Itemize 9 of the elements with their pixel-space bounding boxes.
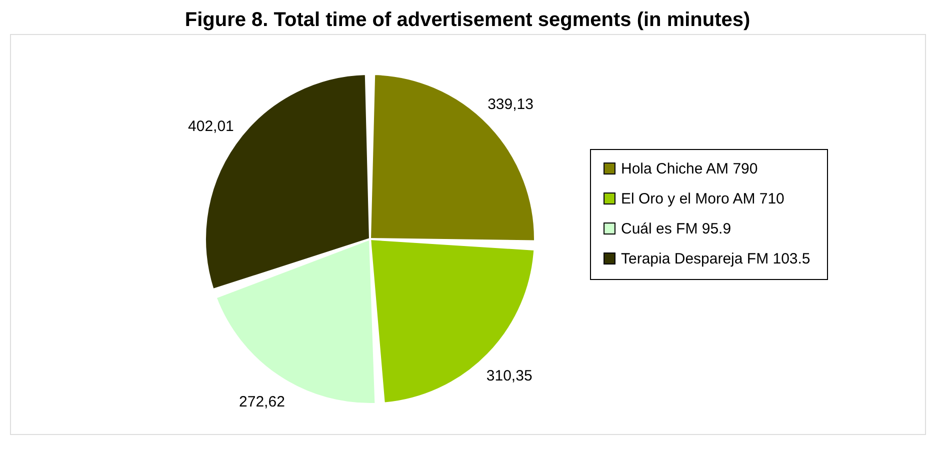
legend-label: El Oro y el Moro AM 710: [621, 190, 784, 208]
legend-label: Cuál es FM 95.9: [621, 220, 732, 238]
data-label: 272,62: [239, 393, 285, 410]
legend-label: Terapia Despareja FM 103.5: [621, 250, 810, 268]
data-label: 310,35: [486, 367, 532, 384]
data-label: 339,13: [488, 96, 534, 113]
legend-label: Hola Chiche AM 790: [621, 160, 758, 178]
data-label: 402,01: [188, 118, 234, 136]
chart-title: Figure 8. Total time of advertisement segments (in minutes): [184, 9, 750, 31]
